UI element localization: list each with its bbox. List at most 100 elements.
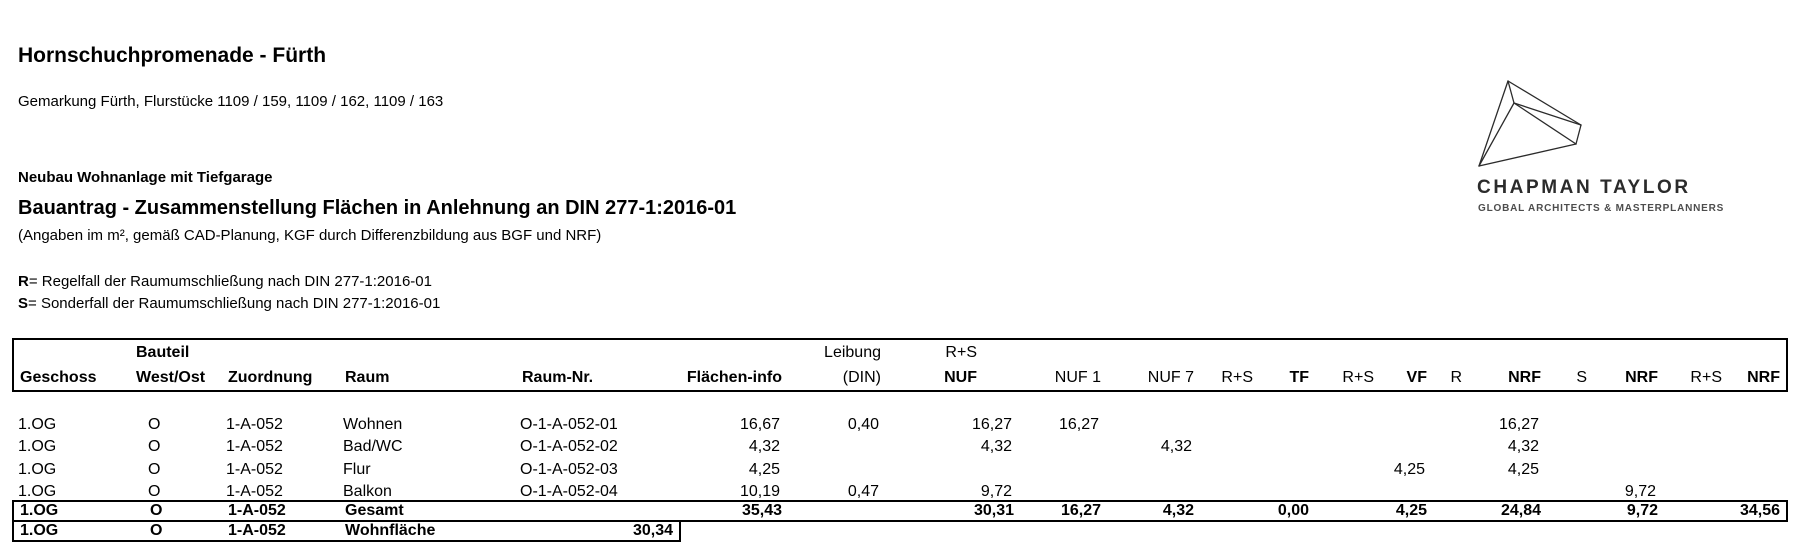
header-cell-rs1: R+S [1221,369,1253,386]
cell-west-ost: O [150,502,163,519]
cell-raum-nr: O-1-A-052-03 [520,460,618,478]
cell-geschoss: 1.OG [18,460,57,478]
table-header-row-2: Geschoss West/Ost Zuordnung Raum Raum-Nr… [14,365,1786,390]
cell-raum: Wohnen [343,416,403,433]
cell-nrf1: 24,84 [1500,502,1541,519]
legend-key-s: S [18,295,29,312]
header-cell-flaechen-info: Flächen-info [686,369,782,386]
cell-raum: Flur [343,460,371,478]
logo-tagline: GLOBAL ARCHITECTS & MASTERPLANNERS [1478,203,1725,214]
cell-raum-nr: O-1-A-052-02 [520,438,618,456]
cell-geschoss: 1.OG [20,502,59,519]
cell-wohnflaeche-value: 30,34 [632,522,673,539]
chapman-taylor-logo: CHAPMAN TAYLOR GLOBAL ARCHITECTS & MASTE… [1477,60,1727,220]
cell-raum: Gesamt [345,502,404,519]
header-cell-nuf: NUF [944,369,977,386]
cell-geschoss: 1.OG [18,438,57,456]
cell-flaechen-info: 10,19 [739,483,780,501]
project-line: Neubau Wohnanlage mit Tiefgarage [18,169,273,186]
cell-flaechen-info: 16,67 [739,416,780,433]
table-row: 1.OG O 1-A-052 Balkon O-1-A-052-04 10,19… [12,481,1784,503]
cell-zuordnung: 1-A-052 [226,460,283,478]
cell-zuordnung: 1-A-052 [226,416,283,433]
cell-raum-nr: O-1-A-052-04 [520,483,618,501]
header-cell-s: S [1576,369,1587,386]
cell-nrf2: 9,72 [1626,502,1658,519]
table-body: 1.OG O 1-A-052 Wohnen O-1-A-052-01 16,67… [12,414,1784,504]
cell-raum: Wohnfläche [345,522,436,539]
legend-text-r: = Regelfall der Raumumschließung nach DI… [28,273,432,290]
cell-nuf: 9,72 [980,483,1012,501]
cell-nuf1: 16,27 [1058,416,1099,433]
cell-geschoss: 1.OG [18,416,57,433]
cell-west-ost: O [148,460,161,478]
document-title: Bauantrag - Zusammenstellung Flächen in … [18,197,737,219]
table-row: 1.OG O 1-A-052 Flur O-1-A-052-03 4,25 4,… [12,459,1784,481]
header-cell-vf: VF [1406,369,1427,386]
cell-raum: Bad/WC [343,438,403,456]
cell-west-ost: O [148,438,161,456]
header-cell-nrf1: NRF [1508,369,1541,386]
header-cell-r: R [1450,369,1462,386]
cell-nuf: 30,31 [973,502,1014,519]
cell-leibung: 0,47 [847,483,879,501]
cell-raum: Balkon [343,483,392,501]
header-cell-tf: TF [1289,369,1309,386]
cell-nrf1: 4,25 [1507,460,1539,478]
header-cell-din: (DIN) [842,369,881,386]
cell-west-ost: O [148,416,161,433]
table-row: 1.OG O 1-A-052 Wohnen O-1-A-052-01 16,67… [12,414,1784,436]
header-cell-leibung: Leibung [824,344,881,361]
cell-nrf2: 9,72 [1624,483,1656,501]
header-cell-raum: Raum [345,369,390,386]
cell-zuordnung: 1-A-052 [226,483,283,501]
wohnflaeche-row: 1.OG O 1-A-052 Wohnfläche 30,34 [12,520,681,542]
cell-tf: 0,00 [1277,502,1309,519]
cell-flaechen-info: 4,25 [748,460,780,478]
cell-flaechen-info: 35,43 [741,502,782,519]
cell-nuf7: 4,32 [1162,502,1194,519]
cell-zuordnung: 1-A-052 [226,438,283,456]
header-cell-rs3: R+S [1690,369,1722,386]
legend-text-s: = Sonderfall der Raumumschließung nach D… [28,295,441,312]
header-cell-nrf2: NRF [1625,369,1658,386]
logo-polyhedron-icon [1478,80,1582,167]
cell-geschoss: 1.OG [18,483,57,501]
header-cell-nuf1: NUF 1 [1054,369,1101,386]
cell-zuordnung: 1-A-052 [228,502,286,519]
table-row: 1.OG O 1-A-052 Bad/WC O-1-A-052-02 4,32 … [12,436,1784,458]
cell-nrf1: 4,32 [1507,438,1539,456]
page-title: Hornschuchpromenade - Fürth [18,44,327,67]
cell-nuf7: 4,32 [1160,438,1192,456]
cell-vf: 4,25 [1395,502,1427,519]
cell-nrf1: 16,27 [1498,416,1539,433]
header-cell-nuf7: NUF 7 [1147,369,1194,386]
project-subtitle: Gemarkung Fürth, Flurstücke 1109 / 159, … [18,93,444,110]
cell-raum-nr: O-1-A-052-01 [520,416,618,433]
cell-west-ost: O [148,483,161,501]
cell-leibung: 0,40 [847,416,879,433]
legend-key-r: R [18,273,29,290]
cell-nrf3: 34,56 [1739,502,1780,519]
header-cell-bauteil: Bauteil [136,344,190,361]
header-cell-rs-over-nuf: R+S [945,344,977,361]
header-cell-geschoss: Geschoss [20,369,97,386]
header-cell-raum-nr: Raum-Nr. [522,369,594,386]
header-cell-west-ost: West/Ost [136,369,206,386]
cell-zuordnung: 1-A-052 [228,522,286,539]
cell-vf: 4,25 [1393,460,1425,478]
total-row: 1.OG O 1-A-052 Gesamt 35,43 30,31 16,27 … [12,500,1788,522]
document-note: (Angaben im m², gemäß CAD-Planung, KGF d… [18,227,602,244]
cell-nuf1: 16,27 [1060,502,1101,519]
table-header: Bauteil Leibung R+S Geschoss West/Ost Zu… [12,338,1788,392]
logo-wordmark: CHAPMAN TAYLOR [1477,177,1691,198]
header-cell-nrf3: NRF [1747,369,1780,386]
header-cell-zuordnung: Zuordnung [228,369,313,386]
cell-west-ost: O [150,522,163,539]
cell-geschoss: 1.OG [20,522,59,539]
cell-nuf: 16,27 [971,416,1012,433]
legend-line-s: S= Sonderfall der Raumumschließung nach … [18,295,440,312]
cell-nuf: 4,32 [980,438,1012,456]
legend-line-r: R= Regelfall der Raumumschließung nach D… [18,273,432,290]
